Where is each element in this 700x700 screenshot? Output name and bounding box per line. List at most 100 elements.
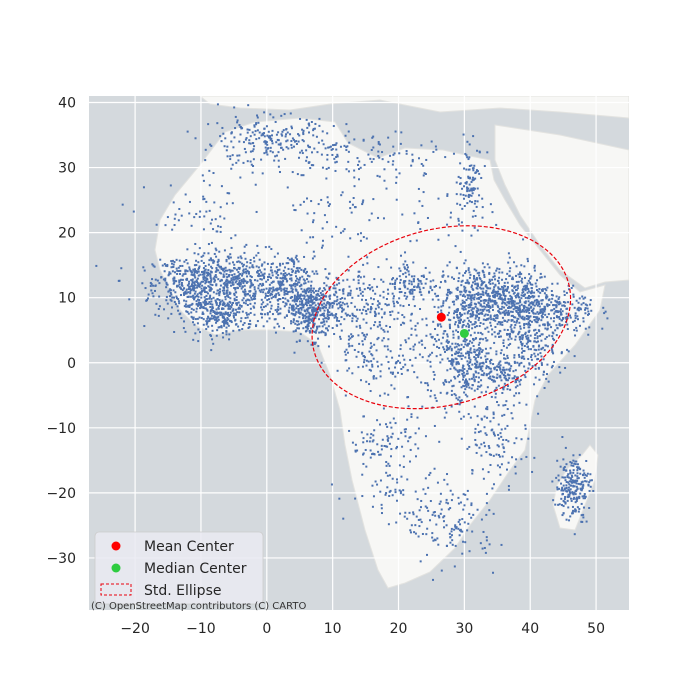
data-point	[395, 447, 398, 450]
data-point	[567, 506, 570, 509]
data-point	[447, 288, 450, 291]
data-point	[467, 267, 470, 270]
data-point	[338, 497, 341, 500]
data-point	[221, 299, 224, 302]
data-point	[520, 317, 523, 320]
data-point	[583, 497, 586, 500]
data-point	[480, 391, 483, 394]
data-point	[462, 308, 465, 311]
data-point	[307, 301, 310, 304]
data-point	[583, 472, 586, 475]
data-point	[237, 266, 240, 269]
data-point	[318, 331, 321, 334]
data-point	[307, 311, 310, 314]
data-point	[270, 137, 273, 140]
data-point	[283, 113, 286, 116]
data-point	[208, 272, 211, 275]
data-point	[185, 259, 188, 262]
data-point	[468, 550, 471, 553]
data-point	[208, 209, 211, 212]
data-point	[553, 307, 556, 310]
data-point	[530, 356, 533, 359]
data-point	[158, 305, 161, 308]
data-point	[310, 291, 313, 294]
data-point	[491, 328, 494, 331]
data-point	[496, 332, 499, 335]
data-point	[422, 164, 425, 167]
data-point	[498, 288, 501, 291]
data-point	[295, 267, 298, 270]
data-point	[205, 271, 208, 274]
x-tick-label: −20	[120, 621, 150, 637]
data-point	[445, 345, 448, 348]
data-point	[226, 282, 229, 285]
data-point	[512, 370, 515, 373]
data-point	[443, 515, 446, 518]
data-point	[502, 342, 505, 345]
data-point	[422, 298, 425, 301]
data-point	[163, 308, 166, 311]
data-point	[212, 228, 215, 231]
data-point	[379, 394, 382, 397]
data-point	[512, 302, 515, 305]
data-point	[483, 281, 486, 284]
data-point	[237, 306, 240, 309]
data-point	[215, 334, 218, 337]
data-point	[519, 340, 522, 343]
data-point	[387, 338, 390, 341]
data-point	[216, 261, 219, 264]
data-point	[154, 278, 157, 281]
data-point	[474, 317, 477, 320]
data-point	[494, 388, 497, 391]
data-point	[333, 316, 336, 319]
data-point	[550, 348, 553, 351]
data-point	[443, 348, 446, 351]
data-point	[493, 434, 496, 437]
data-point	[394, 366, 397, 369]
data-point	[345, 123, 348, 126]
data-point	[581, 295, 584, 298]
data-point	[392, 277, 395, 280]
data-point	[310, 164, 313, 167]
data-point	[461, 187, 464, 190]
data-point	[335, 148, 338, 151]
data-point	[527, 337, 530, 340]
data-point	[571, 303, 574, 306]
data-point	[271, 262, 274, 265]
data-point	[277, 274, 280, 277]
data-point	[318, 288, 321, 291]
data-point	[282, 274, 285, 277]
data-point	[449, 541, 452, 544]
data-point	[481, 547, 484, 550]
data-point	[217, 307, 220, 310]
data-point	[558, 322, 561, 325]
data-point	[495, 301, 498, 304]
data-point	[214, 299, 217, 302]
data-point	[486, 406, 489, 409]
data-point	[166, 302, 169, 305]
data-point	[361, 290, 364, 293]
data-point	[528, 362, 531, 365]
data-point	[482, 322, 485, 325]
data-point	[327, 146, 330, 149]
data-point	[481, 216, 484, 219]
data-point	[216, 230, 219, 233]
data-point	[249, 286, 252, 289]
data-point	[406, 396, 409, 399]
data-point	[507, 306, 510, 309]
data-point	[361, 365, 364, 368]
data-point	[563, 290, 566, 293]
africa-landmass	[154, 117, 606, 589]
data-point	[475, 363, 478, 366]
data-point	[570, 499, 573, 502]
data-point	[521, 289, 524, 292]
data-point	[487, 302, 490, 305]
data-point	[567, 486, 570, 489]
data-point	[429, 471, 432, 474]
data-point	[576, 477, 579, 480]
data-point	[193, 252, 196, 255]
data-point	[501, 414, 504, 417]
data-point	[432, 150, 435, 153]
data-point	[265, 149, 268, 152]
data-point	[494, 325, 497, 328]
